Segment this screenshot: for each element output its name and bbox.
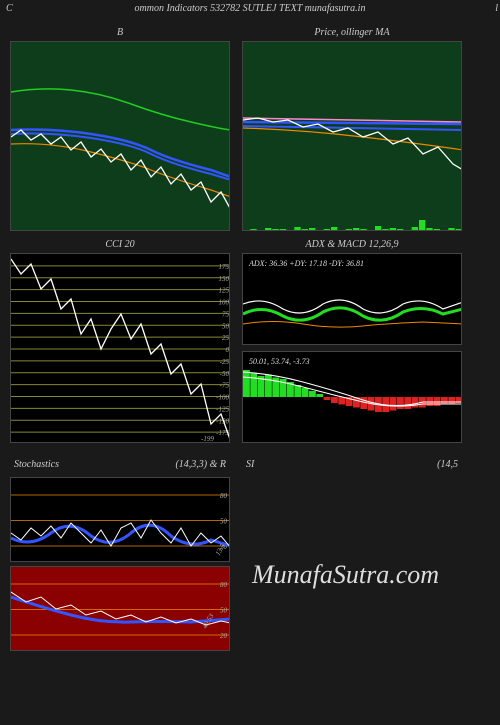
cci-cell: CCI 20 175 150 125 100 75 50 25 0 -25 -50 -75 -100 -…	[10, 235, 230, 443]
svg-text:80: 80	[220, 492, 228, 500]
svg-text:100: 100	[219, 299, 230, 307]
stoch2-grid: 80 50 20	[11, 581, 230, 640]
bollinger-title: B	[10, 23, 230, 41]
adx-label: ADX: 36.36 +DY: 17.18 -DY: 36.81	[248, 259, 364, 268]
cci-svg: 1751501251007550250-25-50-75-100-125-150…	[11, 254, 230, 443]
bollinger-cell: B	[10, 23, 230, 231]
cci-value-label: -199	[201, 435, 214, 443]
bollinger-upper-line	[11, 89, 230, 130]
macd-svg: 50.01, 53.74, -3.73	[243, 352, 462, 443]
svg-text:50: 50	[220, 607, 228, 615]
svg-text:150: 150	[219, 275, 230, 283]
adx-macd-title: ADX & MACD 12,26,9	[242, 235, 462, 253]
stoch-panel1: 805020 13.5	[10, 477, 230, 562]
volume-bars	[243, 220, 462, 231]
rsi-cell: SI (14,5	[242, 459, 462, 651]
watermark-text: MunafaSutra.com	[252, 560, 439, 590]
stoch2-svg: 805020 49.53	[11, 567, 230, 651]
svg-text:0: 0	[226, 346, 230, 354]
adx-svg: ADX: 36.36 +DY: 17.18 -DY: 36.81	[243, 254, 462, 345]
bollinger-chart	[10, 41, 230, 231]
svg-text:50: 50	[220, 518, 228, 526]
macd-chart: 50.01, 53.74, -3.73	[242, 351, 462, 443]
header-center-text: ommon Indicators 532782 SUTLEJ TEXT muna…	[0, 0, 500, 17]
bollinger-svg	[11, 42, 230, 231]
cci-line	[11, 259, 230, 442]
svg-text:25: 25	[222, 334, 230, 342]
price-ma-title: Price, ollinger MA	[242, 23, 462, 41]
svg-text:-50: -50	[220, 370, 230, 378]
rsi-title-row: SI (14,5	[242, 459, 462, 477]
price-ma-cell: Price, ollinger MA	[242, 23, 462, 231]
header-left-label: C	[6, 3, 13, 14]
adx-green	[243, 308, 462, 320]
svg-text:50: 50	[222, 322, 230, 330]
adx-chart: ADX: 36.36 +DY: 17.18 -DY: 36.81	[242, 253, 462, 345]
price-ma-blue	[243, 122, 462, 124]
stochastics-title-left: Stochastics	[14, 459, 59, 477]
header-right-label: l	[495, 3, 498, 14]
stoch1-svg: 805020 13.5	[11, 478, 230, 562]
svg-text:-100: -100	[216, 394, 229, 402]
macd-label: 50.01, 53.74, -3.73	[249, 357, 310, 366]
rsi-title-left: SI	[246, 459, 254, 477]
cci-title: CCI 20	[10, 235, 230, 253]
stoch1-grid: 805020	[11, 492, 230, 551]
stoch-panel2: 805020 49.53	[10, 566, 230, 651]
svg-text:-75: -75	[220, 382, 230, 390]
svg-text:20: 20	[220, 632, 228, 640]
cci-chart: 1751501251007550250-25-50-75-100-125-150…	[10, 253, 230, 443]
svg-text:80: 80	[220, 581, 228, 589]
svg-text:175: 175	[219, 263, 230, 271]
svg-text:125: 125	[219, 287, 230, 295]
svg-text:-25: -25	[220, 358, 230, 366]
svg-text:75: 75	[222, 310, 230, 318]
price-ma-svg	[243, 42, 462, 231]
rsi-title-right: (14,5	[437, 459, 458, 477]
svg-text:-125: -125	[216, 405, 229, 413]
stochastics-cell: Stochastics (14,3,3) & R 805020 13.5 805…	[10, 459, 230, 651]
cci-grid: 1751501251007550250-25-50-75-100-125-150…	[11, 263, 230, 437]
adx-orange	[243, 322, 462, 328]
price-ma-chart	[242, 41, 462, 231]
stochastics-title-right: (14,3,3) & R	[175, 459, 226, 477]
stochastics-title-row: Stochastics (14,3,3) & R	[10, 459, 230, 477]
adx-macd-cell: ADX & MACD 12,26,9 ADX: 36.36 +DY: 17.18…	[242, 235, 462, 443]
